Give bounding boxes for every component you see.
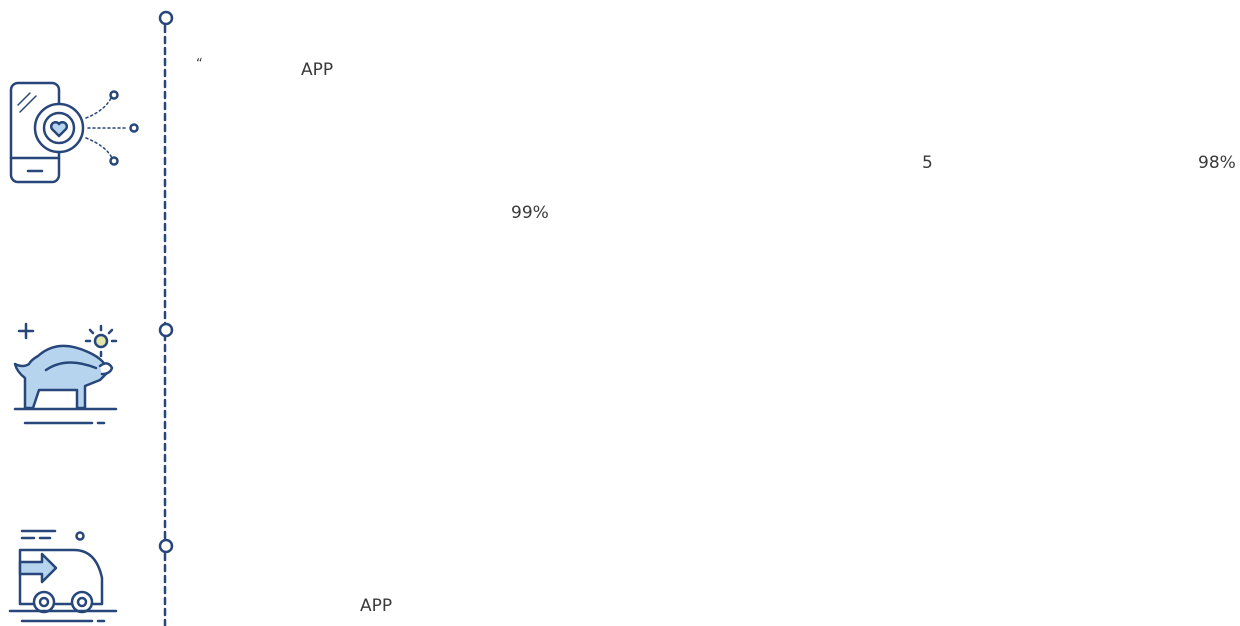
timeline-node <box>158 10 174 26</box>
phone-icon <box>9 81 139 184</box>
timeline-node <box>158 322 174 338</box>
text-fragment: APP <box>360 596 393 616</box>
pig-icon <box>13 322 118 425</box>
text-fragment: “ <box>196 57 203 72</box>
text-fragment: 98% <box>1198 153 1236 173</box>
truck-icon <box>8 529 118 623</box>
text-fragment: 99% <box>511 203 549 223</box>
text-fragment: 5 <box>922 153 933 173</box>
timeline-node <box>158 538 174 554</box>
text-fragment: APP <box>301 60 334 80</box>
